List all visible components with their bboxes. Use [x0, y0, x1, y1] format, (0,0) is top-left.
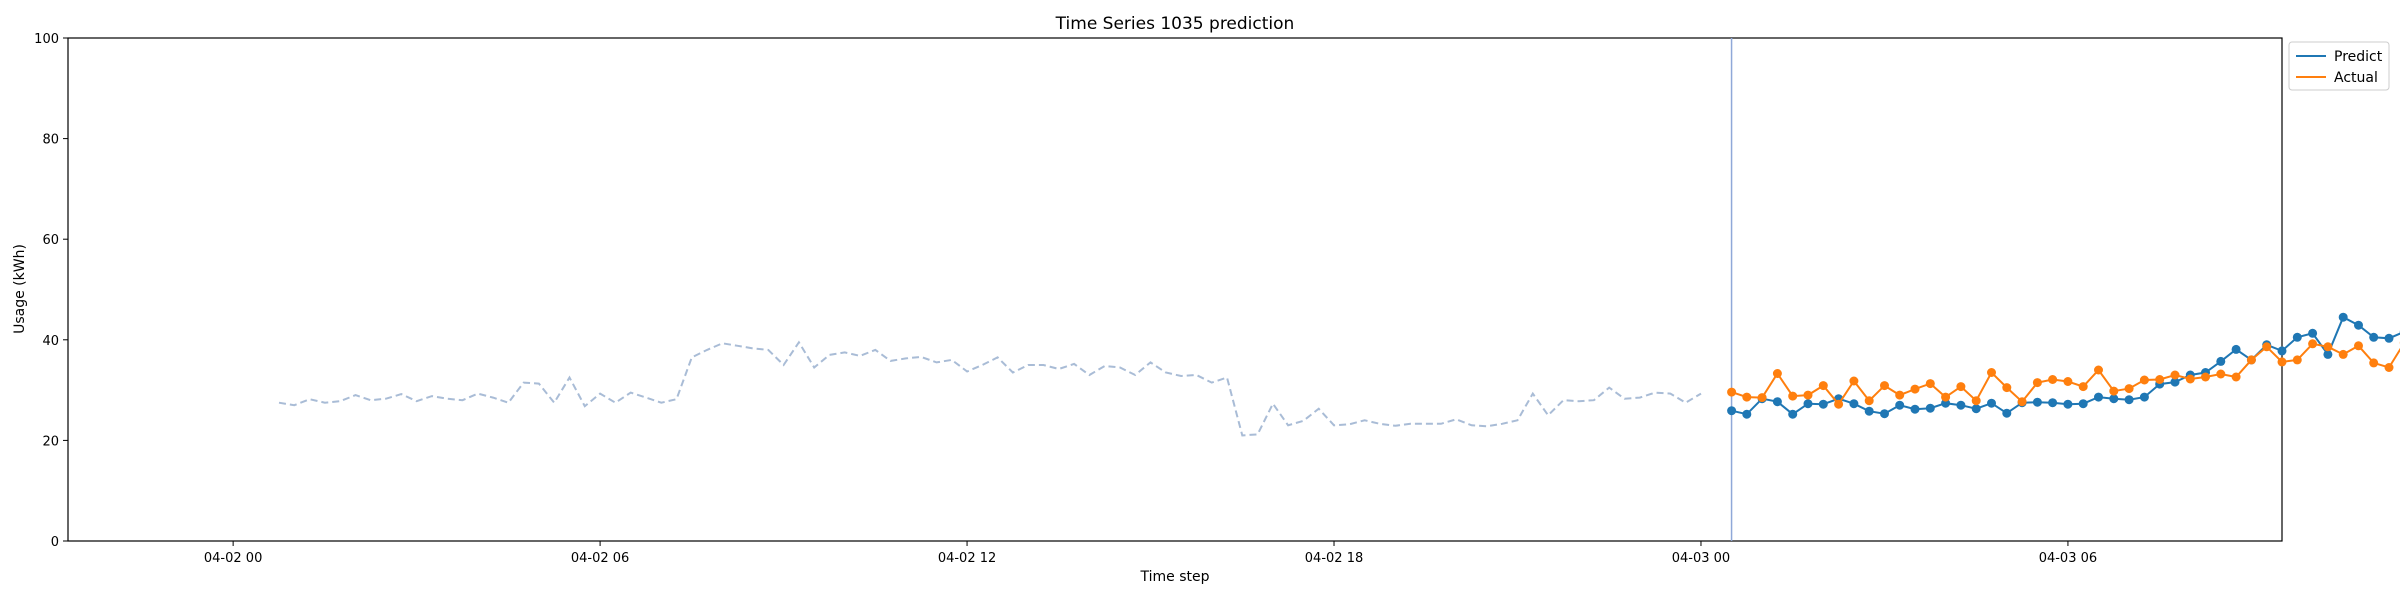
y-axis: 0 20 40 60 80 100: [34, 32, 68, 550]
predict-point: [1895, 401, 1904, 410]
actual-point: [1941, 393, 1950, 402]
predict-point: [2063, 400, 2072, 409]
actual-point: [1758, 393, 1767, 402]
predict-point: [2048, 398, 2057, 407]
chart-title: Time Series 1035 prediction: [1055, 14, 1295, 34]
actual-point: [2109, 387, 2118, 396]
actual-point: [1911, 385, 1920, 394]
predict-point: [1742, 410, 1751, 419]
predict-point: [2354, 321, 2363, 330]
predict-point: [2278, 346, 2287, 355]
predict-point: [1788, 410, 1797, 419]
actual-point: [2247, 355, 2256, 364]
actual-point: [2094, 366, 2103, 375]
x-tick-label: 04-02 12: [938, 551, 996, 566]
predict-point: [1819, 400, 1828, 409]
predict-point: [2293, 333, 2302, 342]
actual-point: [2293, 355, 2302, 364]
actual-point: [2216, 370, 2225, 379]
y-tick-label: 20: [42, 434, 59, 449]
predict-point: [2079, 399, 2088, 408]
x-tick-label: 04-02 18: [1305, 551, 1363, 566]
predict-point: [2369, 333, 2378, 342]
actual-point: [2385, 363, 2394, 372]
actual-point: [2201, 373, 2210, 382]
predict-point: [1727, 406, 1736, 415]
predict-point: [2308, 329, 2317, 338]
y-tick-label: 80: [42, 133, 59, 148]
predict-point: [1926, 404, 1935, 413]
y-tick-label: 60: [42, 233, 59, 248]
actual-point: [1773, 369, 1782, 378]
x-tick-label: 04-02 00: [204, 551, 262, 566]
actual-point: [1788, 392, 1797, 401]
actual-point: [2018, 397, 2027, 406]
actual-point: [1926, 379, 1935, 388]
actual-point: [2125, 384, 2134, 393]
predict-point: [2216, 357, 2225, 366]
predict-point: [2094, 393, 2103, 402]
predict-point: [2002, 409, 2011, 418]
predict-point: [1956, 401, 1965, 410]
x-axis-label: Time step: [1140, 569, 1210, 585]
predict-point: [2385, 334, 2394, 343]
actual-point: [1834, 400, 1843, 409]
y-tick-label: 0: [51, 535, 59, 550]
predict-point: [2125, 395, 2134, 404]
predict-point: [1972, 404, 1981, 413]
predict-point: [1849, 399, 1858, 408]
legend-predict-label: Predict: [2334, 49, 2383, 65]
actual-point: [2155, 375, 2164, 384]
predict-point: [1865, 407, 1874, 416]
predict-point: [1880, 409, 1889, 418]
plot-area: [68, 38, 2282, 541]
actual-point: [2186, 375, 2195, 384]
actual-point: [2140, 376, 2149, 385]
predict-point: [1804, 399, 1813, 408]
actual-point: [2002, 383, 2011, 392]
actual-point: [1987, 368, 1996, 377]
predict-point: [2339, 313, 2348, 322]
actual-point: [1727, 388, 1736, 397]
actual-point: [1972, 396, 1981, 405]
actual-point: [2323, 342, 2332, 351]
predict-point: [2033, 398, 2042, 407]
actual-point: [1865, 396, 1874, 405]
legend: Predict Actual: [2289, 42, 2389, 90]
actual-point: [1819, 381, 1828, 390]
actual-point: [2339, 350, 2348, 359]
actual-point: [1849, 377, 1858, 386]
predict-point: [1911, 405, 1920, 414]
actual-point: [1895, 391, 1904, 400]
actual-point: [2063, 377, 2072, 386]
actual-point: [2033, 378, 2042, 387]
y-tick-label: 40: [42, 334, 59, 349]
actual-point: [2354, 341, 2363, 350]
actual-point: [1804, 391, 1813, 400]
actual-point: [2232, 373, 2241, 382]
actual-point: [2308, 339, 2317, 348]
predict-point: [2232, 345, 2241, 354]
actual-point: [2171, 371, 2180, 380]
x-axis: 04-02 00 04-02 06 04-02 12 04-02 18 04-03 00…: [204, 541, 2400, 566]
legend-actual-label: Actual: [2334, 70, 2378, 86]
actual-point: [1880, 381, 1889, 390]
x-tick-label: 04-02 06: [571, 551, 629, 566]
y-axis-label: Usage (kWh): [12, 244, 28, 334]
actual-point: [1956, 382, 1965, 391]
actual-point: [2262, 342, 2271, 351]
predict-point: [1987, 399, 1996, 408]
actual-point: [2048, 375, 2057, 384]
y-tick-label: 100: [34, 32, 59, 47]
actual-point: [2369, 358, 2378, 367]
actual-point: [2079, 382, 2088, 391]
predict-point: [1773, 397, 1782, 406]
predict-point: [2140, 393, 2149, 402]
actual-point: [1742, 393, 1751, 402]
actual-point: [2278, 357, 2287, 366]
x-tick-label: 04-03 06: [2039, 551, 2097, 566]
x-tick-label: 04-03 00: [1672, 551, 1730, 566]
